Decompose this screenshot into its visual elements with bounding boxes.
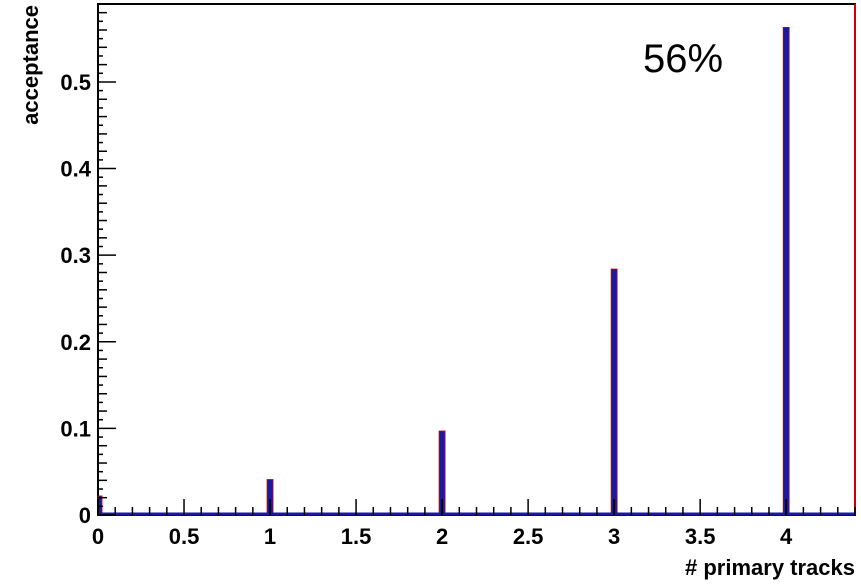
x-tick-label: 1 — [264, 524, 276, 549]
y-tick-label: 0.5 — [60, 70, 91, 95]
x-tick-label: 2 — [436, 524, 448, 549]
bar — [610, 268, 618, 516]
x-tick-label: 3 — [608, 524, 620, 549]
y-axis-title: acceptance — [18, 5, 43, 125]
x-tick-label: 2.5 — [513, 524, 544, 549]
x-tick-label: 0.5 — [169, 524, 200, 549]
y-tick-label: 0.3 — [60, 243, 91, 268]
x-tick-label: 4 — [780, 524, 793, 549]
x-tick-label: 1.5 — [341, 524, 372, 549]
x-axis-title: # primary tracks — [685, 555, 855, 580]
plot-frame — [97, 3, 856, 516]
x-tick-label: 3.5 — [685, 524, 716, 549]
y-tick-label: 0.1 — [60, 416, 91, 441]
y-tick-label: 0 — [79, 503, 91, 528]
x-tick-label: 0 — [92, 524, 104, 549]
y-tick-label: 0.2 — [60, 330, 91, 355]
y-tick-label: 0.4 — [60, 157, 91, 182]
bar — [782, 26, 790, 516]
acceptance-annotation: 56% — [643, 37, 723, 81]
